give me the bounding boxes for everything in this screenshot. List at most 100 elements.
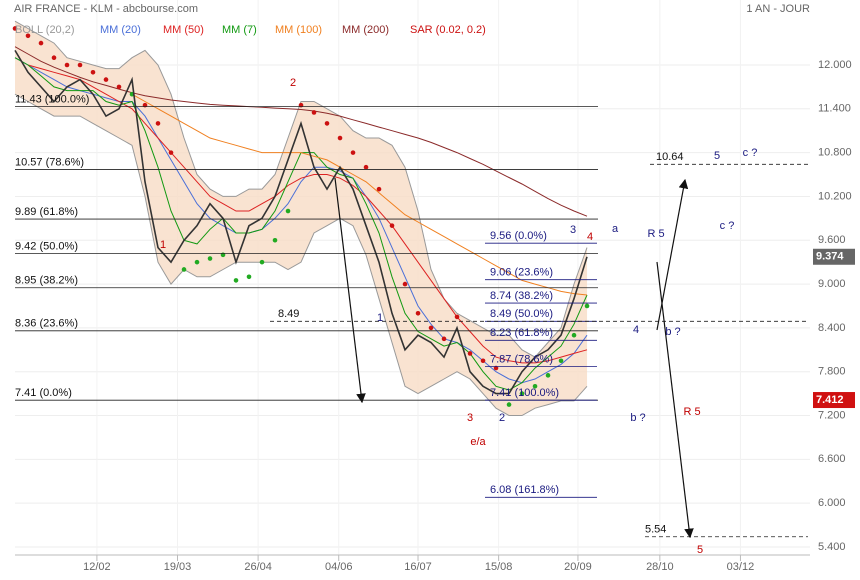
price-tag bbox=[813, 392, 855, 409]
sar-dot bbox=[285, 208, 291, 214]
sar-dot bbox=[272, 237, 278, 243]
sar-dot bbox=[376, 186, 382, 192]
fib-label: 11.43 (100.0%) bbox=[15, 94, 89, 106]
y-tick-label: 6.600 bbox=[818, 453, 846, 465]
sar-dot bbox=[350, 150, 356, 155]
sar-dot bbox=[571, 332, 577, 338]
fib-label: 7.41 (0.0%) bbox=[15, 387, 72, 399]
sar-dot bbox=[233, 278, 239, 283]
wave-label: R 5 bbox=[683, 406, 700, 418]
legend-entry: MM (50) bbox=[163, 24, 204, 36]
band-upper bbox=[14, 20, 588, 358]
sar-dot bbox=[415, 310, 421, 316]
y-tick-label: 10.800 bbox=[818, 147, 852, 159]
fib-label: 10.57 (78.6%) bbox=[15, 156, 84, 168]
price-tag-label: 9.374 bbox=[816, 251, 844, 263]
fib-label: 9.56 (0.0%) bbox=[490, 230, 547, 242]
x-tick-label: 19/03 bbox=[164, 561, 192, 573]
wave-label: R 5 bbox=[647, 228, 664, 240]
arrow bbox=[656, 261, 694, 539]
sar-dot bbox=[90, 69, 96, 75]
sar-dot bbox=[207, 256, 213, 261]
wave-label: e/a bbox=[470, 436, 486, 448]
x-tick-label: 28/10 bbox=[646, 561, 674, 573]
y-tick-label: 11.400 bbox=[818, 103, 851, 115]
sar-dot bbox=[246, 274, 252, 280]
x-tick-label: 15/08 bbox=[485, 561, 513, 573]
x-tick-label: 20/09 bbox=[564, 561, 592, 573]
sar-dot bbox=[558, 358, 564, 364]
fib-label: 9.42 (50.0%) bbox=[15, 240, 78, 252]
fib-label: 8.49 (50.0%) bbox=[490, 308, 553, 320]
legend-entry: BOLL (20,2) bbox=[15, 24, 75, 36]
sar-dot bbox=[584, 303, 590, 309]
sar-dot bbox=[363, 164, 369, 170]
x-tick-label: 16/07 bbox=[404, 561, 432, 573]
sar-dot bbox=[519, 391, 525, 396]
wave-label: a bbox=[612, 223, 619, 235]
sar-dot bbox=[454, 314, 460, 320]
wave-label: b ? bbox=[630, 412, 645, 424]
wave-label: 1 bbox=[377, 312, 383, 324]
wave-label: 4 bbox=[587, 231, 593, 243]
fib-label: 7.41 (100.0%) bbox=[490, 387, 559, 399]
y-tick-label: 5.400 bbox=[818, 541, 846, 553]
target-label: 5.54 bbox=[645, 524, 666, 536]
legend-entry: MM (100) bbox=[275, 24, 322, 36]
sar-dot bbox=[168, 150, 174, 155]
legend-entry: MM (20) bbox=[100, 24, 141, 36]
sar-dot bbox=[103, 77, 109, 82]
sar-dot bbox=[532, 384, 538, 389]
sar-dot bbox=[64, 62, 70, 68]
sar-dot bbox=[389, 223, 395, 228]
sar-dot bbox=[38, 40, 44, 46]
ma-line bbox=[14, 57, 588, 384]
wave-label: 3 bbox=[467, 412, 473, 424]
wave-label: 5 bbox=[697, 544, 703, 556]
legend-entry: SAR (0.02, 0.2) bbox=[410, 24, 486, 36]
sar-dot bbox=[311, 110, 317, 115]
sar-dot bbox=[506, 402, 512, 407]
price-tag bbox=[813, 248, 855, 265]
sar-dot bbox=[324, 121, 330, 126]
fib-label: 8.36 (23.6%) bbox=[15, 318, 78, 330]
wave-label: 2 bbox=[290, 77, 296, 89]
sar-dot bbox=[25, 33, 31, 39]
sar-dot bbox=[545, 373, 551, 378]
y-tick-label: 7.800 bbox=[818, 366, 846, 378]
wave-label: 4 bbox=[633, 324, 639, 336]
sar-dot bbox=[12, 26, 18, 31]
legend-entry: MM (7) bbox=[222, 24, 257, 36]
wave-label: 2 bbox=[499, 412, 505, 424]
y-tick-label: 12.000 bbox=[818, 59, 852, 71]
wave-label: 5 bbox=[714, 150, 720, 162]
y-tick-label: 6.000 bbox=[818, 497, 846, 509]
sar-dot bbox=[181, 267, 187, 272]
wave-label: c ? bbox=[720, 220, 735, 232]
wave-label: 3 bbox=[570, 224, 576, 236]
fib-label: 6.08 (161.8%) bbox=[490, 484, 559, 496]
price-line bbox=[14, 49, 588, 395]
y-tick-label: 9.000 bbox=[818, 278, 846, 290]
sar-dot bbox=[428, 325, 434, 331]
sar-dot bbox=[441, 336, 447, 342]
fib-label: 7.87 (78.6%) bbox=[490, 353, 553, 365]
x-tick-label: 12/02 bbox=[83, 561, 111, 573]
sar-dot bbox=[194, 259, 200, 265]
ma-line bbox=[131, 93, 588, 296]
y-tick-label: 7.200 bbox=[818, 409, 846, 421]
band-fill bbox=[15, 21, 588, 416]
y-tick-label: 8.400 bbox=[818, 322, 846, 334]
wave-label: 1 bbox=[160, 239, 166, 251]
arrow bbox=[334, 177, 366, 404]
sar-dot bbox=[337, 135, 343, 141]
sar-dot bbox=[402, 281, 408, 287]
fib-label: 9.89 (61.8%) bbox=[15, 206, 78, 218]
target-label: 10.64 bbox=[656, 151, 684, 163]
band-lower bbox=[14, 93, 588, 416]
legend-entry: MM (200) bbox=[342, 24, 389, 36]
chart-title: AIR FRANCE - KLM - abcbourse.com bbox=[14, 3, 198, 15]
sar-dot bbox=[77, 62, 83, 68]
wave-label: b ? bbox=[665, 326, 680, 338]
